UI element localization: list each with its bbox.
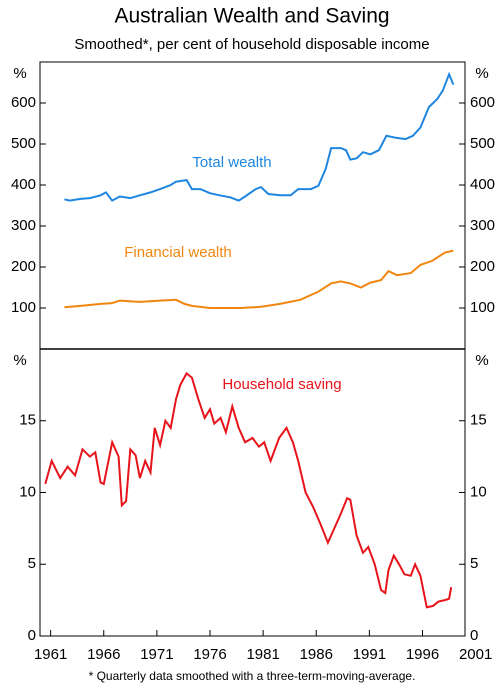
y2-tick-label: 0	[470, 627, 478, 644]
x-tick-label: 1966	[87, 646, 120, 663]
series-line	[64, 71, 455, 202]
y-tick-label: 100	[11, 299, 36, 316]
y2-tick-label: 10	[470, 483, 487, 500]
series-line	[44, 371, 453, 609]
subtitle: Smoothed*, per cent of household disposa…	[74, 36, 429, 53]
y-tick-label: 300	[11, 217, 36, 234]
y2-tick-label: 5	[470, 555, 478, 572]
y2-tick-label: 300	[470, 217, 495, 234]
series-label: Total wealth	[192, 154, 271, 171]
y-tick-label: 15	[19, 412, 36, 429]
series-line	[64, 249, 454, 309]
x-tick-label: 1981	[246, 646, 279, 663]
x-tick-label: 1991	[353, 646, 386, 663]
x-tick-label: 1996	[406, 646, 439, 663]
x-tick-label: 2001	[459, 646, 492, 663]
series-label: Household saving	[222, 376, 341, 393]
y2-tick-label: 15	[470, 412, 487, 429]
chart-title: Australian Wealth and Saving	[114, 5, 389, 28]
y2-tick-label: 200	[470, 258, 495, 275]
y-tick-label: 0	[28, 627, 36, 644]
unit-label: %	[13, 65, 26, 82]
y2-tick-label: 600	[470, 94, 495, 111]
y2-tick-label: 100	[470, 299, 495, 316]
y-tick-label: 10	[19, 483, 36, 500]
unit-label: %	[13, 352, 26, 369]
unit-label: %	[475, 352, 488, 369]
y2-tick-label: 400	[470, 176, 495, 193]
x-tick-label: 1976	[193, 646, 226, 663]
y-tick-label: 400	[11, 176, 36, 193]
x-tick-label: 1971	[140, 646, 173, 663]
y-tick-label: 500	[11, 135, 36, 152]
series-label: Financial wealth	[124, 244, 232, 261]
footnote: * Quarterly data smoothed with a three-t…	[89, 669, 416, 683]
y-tick-label: 5	[28, 555, 36, 572]
y2-tick-label: 500	[470, 135, 495, 152]
x-tick-label: 1986	[300, 646, 333, 663]
y-tick-label: 200	[11, 258, 36, 275]
x-tick-label: 1961	[34, 646, 67, 663]
y-tick-label: 600	[11, 94, 36, 111]
unit-label: %	[475, 65, 488, 82]
